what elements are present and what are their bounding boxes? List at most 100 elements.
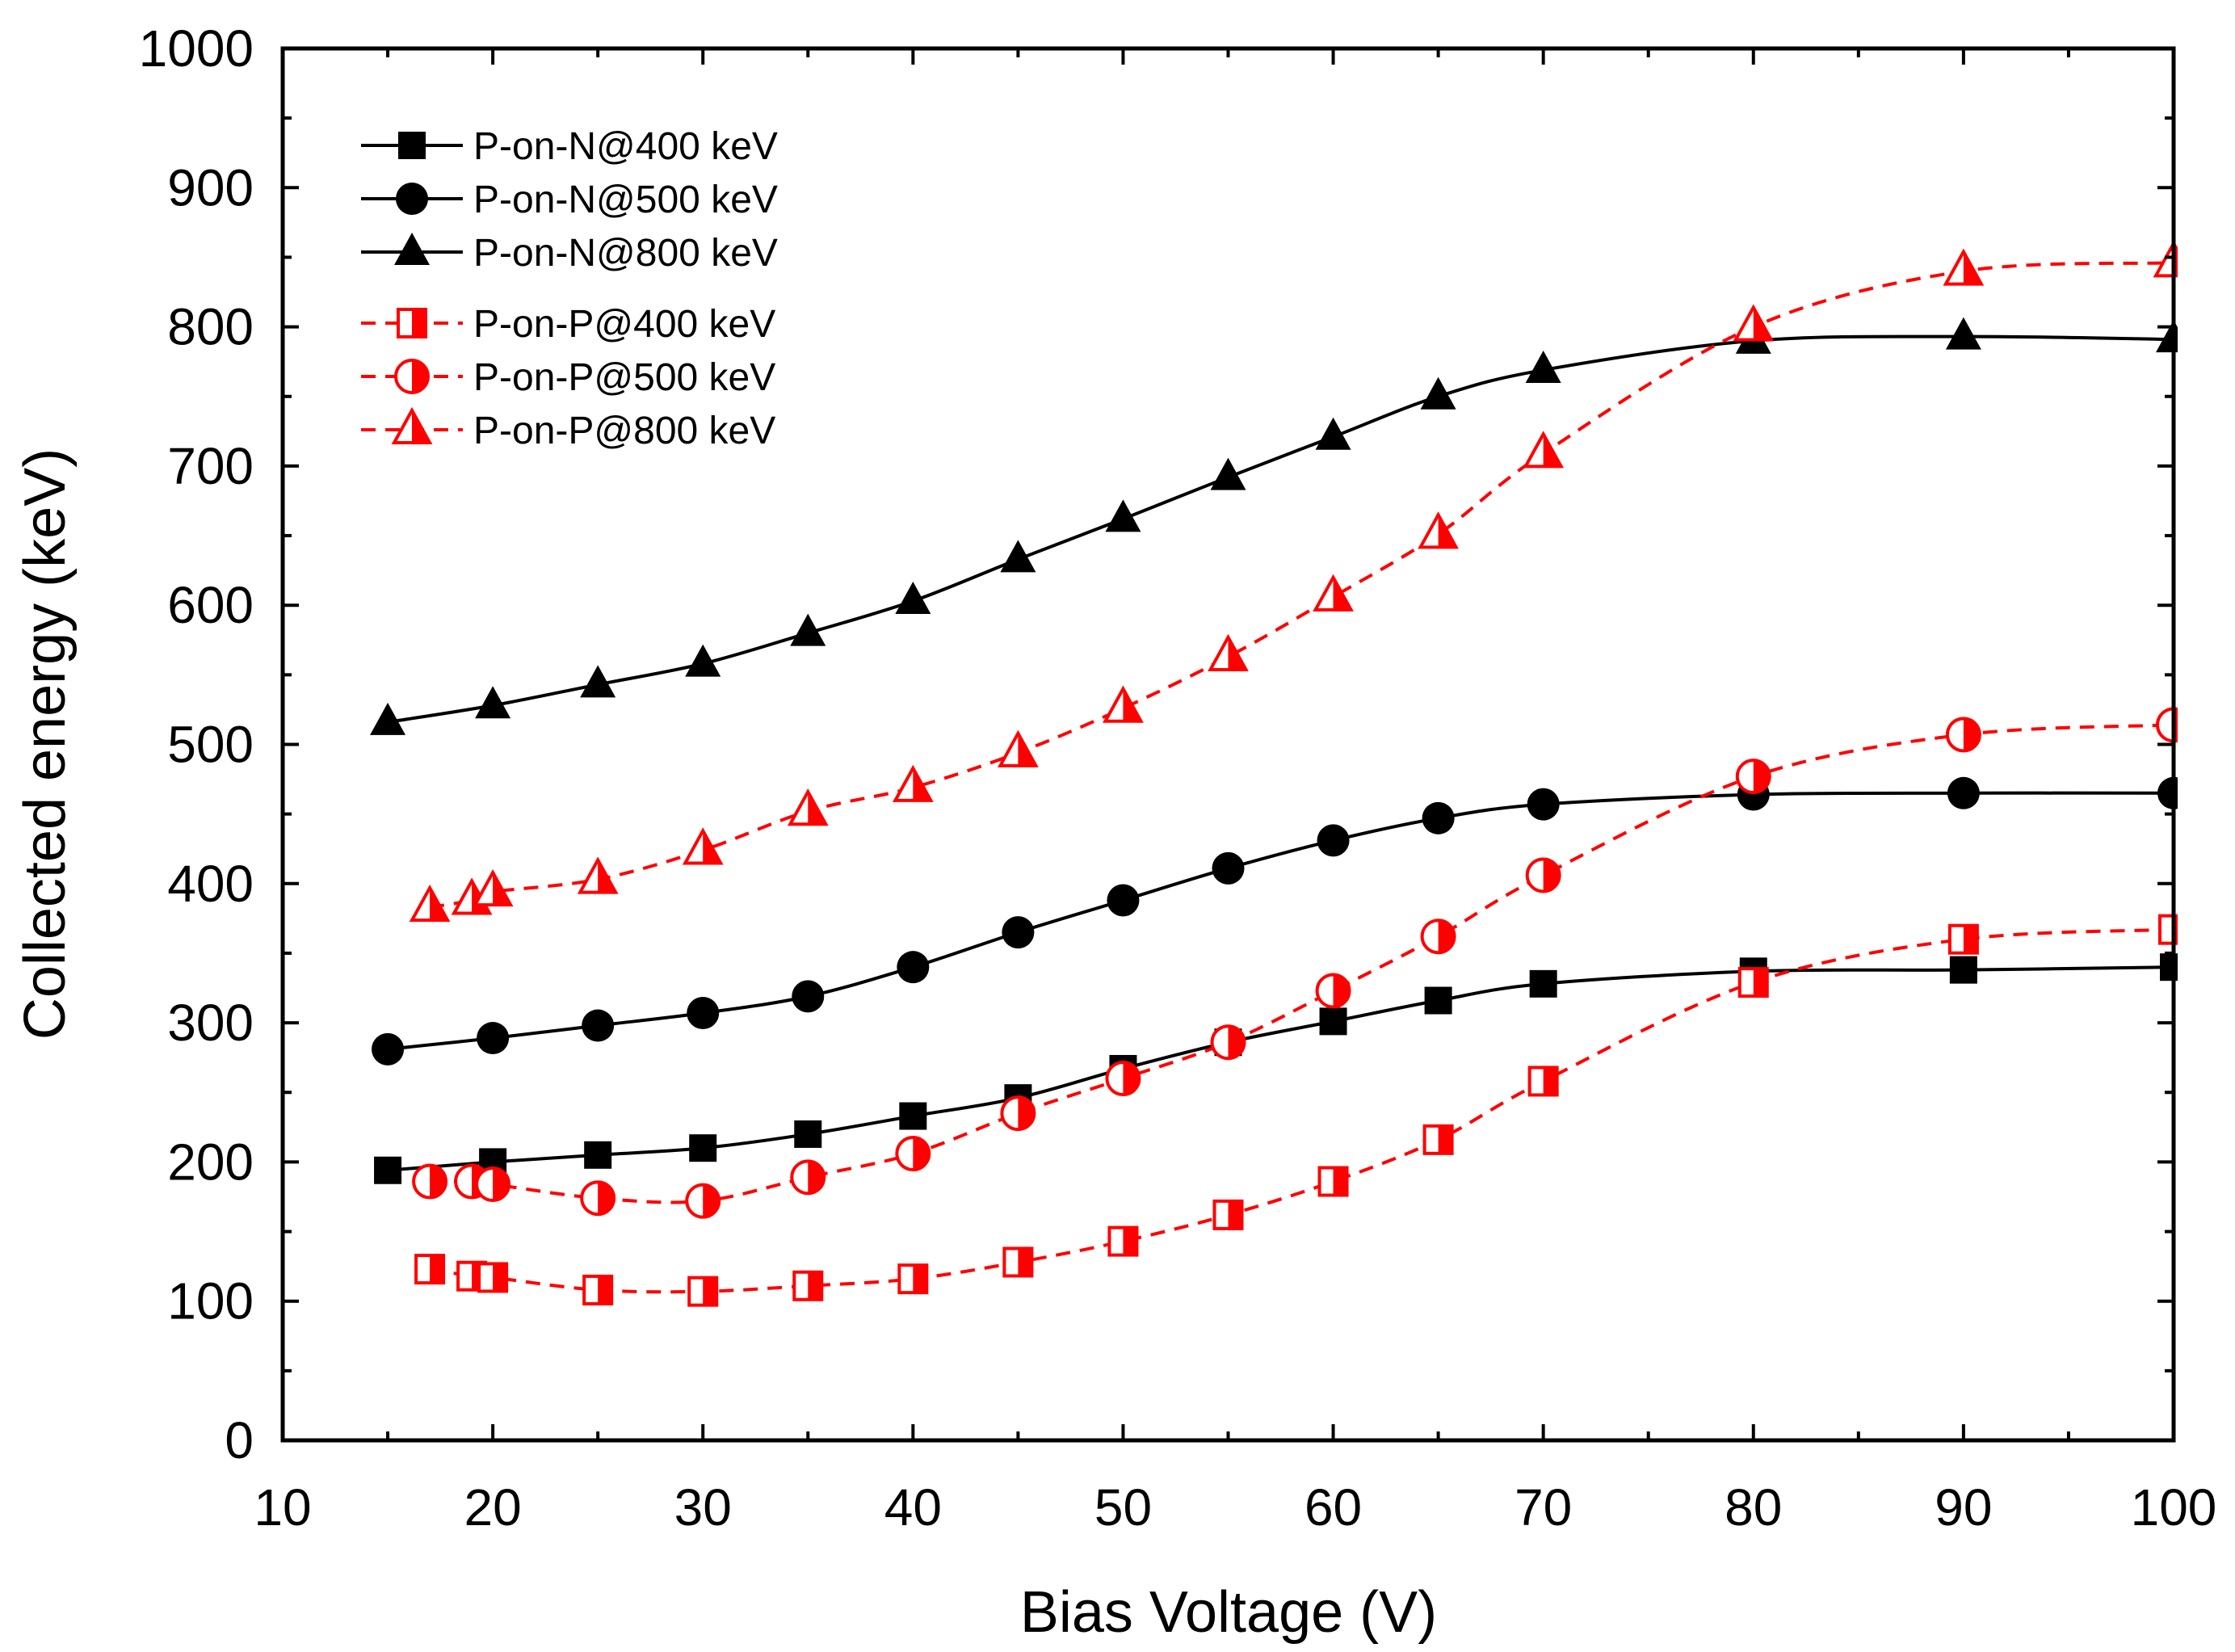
series-line xyxy=(387,334,2174,724)
marker-body xyxy=(582,1009,615,1042)
data-point xyxy=(1525,351,1561,384)
y-tick-label: 600 xyxy=(167,576,254,634)
data-point xyxy=(584,1141,612,1169)
data-point xyxy=(1105,1061,1141,1097)
tick-layer: 10 20 30 40 50 60 70 80 90 1000100200300400500600… xyxy=(139,19,2217,1536)
data-point xyxy=(1737,967,1769,998)
marker-half-fill xyxy=(1438,1125,1452,1154)
marker-half-fill xyxy=(598,860,616,893)
x-tick-label: 90 xyxy=(1935,1478,1992,1536)
data-point xyxy=(1000,540,1036,573)
data-point xyxy=(685,644,721,677)
data-point xyxy=(1107,1225,1139,1257)
data-point xyxy=(1313,574,1354,612)
marker-body xyxy=(398,132,426,159)
marker-half-fill xyxy=(808,792,826,825)
marker-half-fill xyxy=(703,1184,720,1217)
data-point xyxy=(1420,376,1456,410)
marker-half-fill xyxy=(1753,969,1767,997)
data-point xyxy=(794,1120,822,1148)
data-point xyxy=(475,686,511,719)
data-point xyxy=(1212,851,1245,885)
data-point xyxy=(1319,1007,1347,1036)
data-point xyxy=(1525,857,1561,893)
data-point xyxy=(1945,317,1981,350)
data-point xyxy=(895,1136,931,1172)
series-6 xyxy=(409,240,2178,923)
y-axis-title: Collected energy (keV) xyxy=(13,448,78,1040)
data-point xyxy=(1947,923,1979,955)
legend-label: P-on-N@800 keV xyxy=(473,232,778,275)
y-tick-label: 900 xyxy=(167,158,254,216)
marker-body xyxy=(1525,351,1561,384)
marker-half-fill xyxy=(913,767,931,801)
data-point xyxy=(580,1180,616,1217)
marker-body xyxy=(1945,317,1981,350)
data-point xyxy=(1422,1124,1454,1155)
marker-half-fill xyxy=(430,1165,447,1198)
marker-half-fill xyxy=(1018,733,1036,766)
marker-half-fill xyxy=(1753,307,1771,340)
marker-half-fill xyxy=(1753,760,1770,793)
marker-body xyxy=(1315,417,1351,450)
x-tick-label: 80 xyxy=(1725,1478,1782,1536)
legend-label: P-on-P@800 keV xyxy=(473,410,775,452)
data-point xyxy=(374,1156,402,1184)
marker-body xyxy=(1422,801,1455,834)
y-tick-label: 1000 xyxy=(139,19,254,78)
marker-body xyxy=(792,980,825,1013)
y-tick-label: 200 xyxy=(167,1133,254,1191)
marker-half-fill xyxy=(1228,1200,1242,1229)
marker-half-fill xyxy=(703,830,721,864)
data-point xyxy=(790,613,826,646)
marker-half-fill xyxy=(1963,251,1981,284)
data-point xyxy=(790,1159,826,1196)
y-tick-label: 300 xyxy=(167,994,254,1052)
data-point xyxy=(1733,304,1775,342)
data-point xyxy=(1945,717,1981,753)
legend-label: P-on-P@400 keV xyxy=(473,303,775,346)
marker-body xyxy=(584,1141,612,1169)
data-point xyxy=(895,582,931,615)
data-point xyxy=(1315,417,1351,450)
marker-body xyxy=(394,233,430,265)
legend-label: P-on-N@400 keV xyxy=(473,125,778,168)
x-tick-label: 50 xyxy=(1094,1478,1152,1536)
legend-entry: P-on-N@800 keV xyxy=(361,232,778,275)
data-point xyxy=(1315,973,1351,1009)
y-tick-label: 500 xyxy=(167,716,254,774)
x-tick-label: 70 xyxy=(1515,1478,1572,1536)
data-point xyxy=(892,764,934,802)
marker-half-fill xyxy=(808,1272,822,1300)
series-5 xyxy=(412,707,2178,1219)
marker-half-fill xyxy=(1438,515,1456,548)
marker-body xyxy=(794,1120,822,1148)
legend-entry: P-on-P@400 keV xyxy=(361,303,775,346)
marker-body xyxy=(1949,956,1977,984)
data-point xyxy=(1527,1066,1559,1097)
data-point xyxy=(1943,248,1985,286)
data-point xyxy=(1422,801,1455,834)
marker-half-fill xyxy=(1123,688,1141,721)
marker-half-fill xyxy=(1123,1227,1137,1255)
marker-body xyxy=(1107,884,1140,917)
y-tick-label: 700 xyxy=(167,437,254,495)
y-tick-label: 800 xyxy=(167,298,254,356)
x-tick-label: 40 xyxy=(884,1478,942,1536)
marker-half-fill xyxy=(1018,1097,1035,1130)
x-tick-label: 100 xyxy=(2131,1478,2217,1536)
legend-entry: P-on-N@500 keV xyxy=(361,179,778,221)
x-tick-label: 60 xyxy=(1304,1478,1362,1536)
data-point xyxy=(1317,1166,1349,1197)
data-point xyxy=(1418,511,1459,549)
marker-body xyxy=(790,613,826,646)
marker-body xyxy=(1002,916,1035,949)
marker-body xyxy=(899,1102,927,1130)
marker-body xyxy=(687,997,720,1030)
marker-half-fill xyxy=(703,1277,717,1305)
marker-body xyxy=(374,1156,402,1184)
data-point xyxy=(372,1032,405,1066)
data-point xyxy=(899,1102,927,1130)
data-point xyxy=(1107,884,1140,917)
data-point xyxy=(682,827,724,865)
